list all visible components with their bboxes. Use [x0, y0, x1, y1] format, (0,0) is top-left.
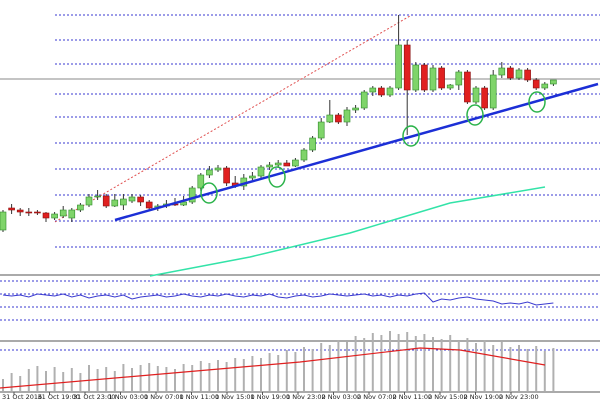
moving-average-line: [149, 186, 546, 277]
bullish-candle: [51, 213, 58, 219]
bullish-candle: [446, 84, 454, 89]
support-circle-layer: [200, 91, 546, 204]
bullish-candle: [292, 159, 299, 167]
guide-line-layer: [54, 15, 411, 223]
bullish-candle: [68, 209, 76, 219]
bearish-candle: [421, 64, 428, 91]
bullish-candle: [541, 83, 549, 89]
oscillator-layer: [2, 292, 554, 306]
bullish-candle: [0, 211, 7, 231]
oscillator-line: [2, 292, 554, 306]
bearish-candle: [438, 67, 445, 89]
x-tick-label: 2 Nov 15:00: [428, 393, 468, 400]
x-tick-label: 1 Nov 23:00: [286, 393, 326, 400]
bullish-candle: [343, 109, 351, 123]
bearish-candle: [137, 196, 144, 203]
bearish-candle: [16, 209, 24, 213]
bullish-candle: [309, 137, 316, 151]
bearish-candle: [102, 195, 110, 207]
bullish-candle: [188, 187, 196, 203]
volume-moving-average: [0, 347, 546, 389]
volume-layer: [0, 331, 555, 391]
x-tick-label: 31 Oct 23:00: [73, 393, 115, 400]
bullish-candle: [59, 209, 67, 217]
bullish-candle: [120, 198, 127, 206]
x-tick-label: 1 Nov 15:00: [215, 393, 255, 400]
bearish-candle: [223, 167, 230, 184]
support-touch-circle: [402, 125, 420, 147]
bullish-candle: [489, 74, 497, 109]
bullish-candle: [550, 79, 557, 85]
bullish-candle: [85, 196, 93, 206]
bearish-candle: [524, 69, 531, 81]
bullish-candle: [515, 69, 523, 79]
bullish-candle: [257, 166, 265, 177]
x-tick-label: 1 Nov 11:00: [180, 393, 220, 400]
bearish-candle: [335, 114, 342, 123]
bullish-candle: [429, 67, 437, 91]
bearish-candle: [283, 162, 291, 167]
trendline-layer: [114, 82, 599, 222]
bearish-candle: [464, 71, 471, 103]
candlestick-layer: [0, 15, 557, 232]
x-tick-label: 31 Oct 2016: [2, 393, 42, 400]
support-touch-circle: [268, 166, 286, 188]
support-touch-circle: [528, 91, 546, 113]
bearish-candle: [145, 201, 153, 209]
bullish-candle: [360, 91, 368, 109]
bearish-candle: [34, 211, 41, 214]
bearish-candle: [532, 79, 540, 89]
bullish-candle: [274, 162, 282, 166]
guide-line: [54, 15, 411, 223]
bullish-candle: [180, 201, 187, 206]
x-tick-label: 1 Nov 19:00: [251, 393, 291, 400]
bullish-candle: [266, 164, 273, 168]
x-tick-label: 2 Nov 11:00: [393, 393, 433, 400]
bearish-candle: [378, 87, 385, 96]
bearish-candle: [507, 67, 514, 79]
bullish-candle: [197, 174, 205, 189]
bearish-candle: [42, 212, 50, 219]
bullish-candle: [326, 114, 334, 123]
bullish-candle: [111, 199, 119, 207]
bearish-candle: [403, 44, 411, 91]
bullish-candle: [369, 87, 377, 93]
bullish-candle: [352, 107, 359, 111]
oscillator-gridlines: [0, 280, 600, 321]
x-tick-label: 1 Nov 07:00: [144, 393, 184, 400]
trendline: [114, 82, 599, 222]
moving-average-layer: [149, 186, 546, 277]
bullish-candle: [94, 195, 101, 198]
support-touch-circle: [200, 182, 218, 204]
bullish-candle: [317, 121, 325, 139]
bullish-candle: [395, 44, 402, 89]
support-touch-circle: [466, 104, 484, 126]
bearish-candle: [25, 211, 33, 214]
bullish-candle: [249, 175, 256, 179]
x-tick-label: 1 Nov 03:00: [109, 393, 149, 400]
bullish-candle: [412, 64, 420, 91]
bullish-candle: [498, 67, 506, 76]
bullish-candle: [472, 87, 480, 103]
bullish-candle: [300, 149, 308, 161]
bullish-candle: [455, 71, 463, 86]
bearish-candle: [481, 87, 488, 109]
bullish-candle: [77, 204, 84, 211]
bearish-candle: [8, 207, 15, 211]
x-tick-label: 2 Nov 19:00: [464, 393, 504, 400]
x-tick-label: 2 Nov 23:00: [499, 393, 539, 400]
x-tick-label: 2 Nov 07:00: [357, 393, 397, 400]
bullish-candle: [206, 169, 213, 176]
x-tick-label: 31 Oct 19:00: [38, 393, 80, 400]
bullish-candle: [386, 87, 394, 96]
bullish-candle: [214, 167, 222, 171]
x-tick-label: 2 Nov 03:00: [322, 393, 362, 400]
bullish-candle: [128, 196, 136, 202]
